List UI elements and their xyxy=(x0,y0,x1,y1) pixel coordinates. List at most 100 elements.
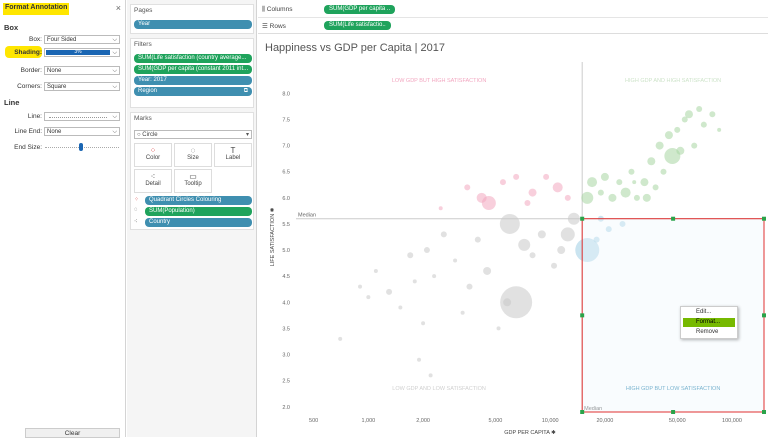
tooltip-button[interactable]: ▭ Tooltip xyxy=(174,169,212,193)
data-point[interactable] xyxy=(700,121,707,128)
box-dropdown[interactable]: Four Sided ⌵ xyxy=(44,35,120,44)
data-point[interactable] xyxy=(664,131,673,140)
marks-pill-size[interactable]: SUM(Population) xyxy=(145,207,252,216)
data-point[interactable] xyxy=(453,258,458,263)
end-size-slider-handle[interactable] xyxy=(79,143,83,151)
data-point[interactable] xyxy=(428,373,433,378)
marks-pill-detail[interactable]: Country xyxy=(145,218,252,227)
size-button[interactable]: ◌ Size xyxy=(174,143,212,167)
data-point[interactable] xyxy=(567,212,580,225)
data-point[interactable] xyxy=(600,172,609,181)
data-point[interactable] xyxy=(438,206,443,211)
data-point[interactable] xyxy=(513,173,520,180)
data-point[interactable] xyxy=(684,110,693,119)
filter-pill[interactable]: Region ⧉ xyxy=(134,87,252,96)
border-dropdown[interactable]: None ⌵ xyxy=(44,66,120,75)
data-point[interactable] xyxy=(633,194,640,201)
data-point[interactable] xyxy=(581,191,594,204)
data-point[interactable] xyxy=(421,321,426,326)
data-point[interactable] xyxy=(499,213,520,234)
data-point[interactable] xyxy=(608,193,617,202)
data-point[interactable] xyxy=(696,106,703,113)
data-point[interactable] xyxy=(440,231,447,238)
filter-pill[interactable]: SUM(Life satisfaction (country average..… xyxy=(134,54,252,63)
data-point[interactable] xyxy=(575,238,600,263)
data-point[interactable] xyxy=(529,252,536,259)
remove-menu-item[interactable]: Remove xyxy=(696,329,719,335)
data-point[interactable] xyxy=(483,266,492,275)
annotation-resize-handle[interactable] xyxy=(762,216,766,221)
detail-button[interactable]: ⁖ Detail xyxy=(134,169,172,193)
data-point[interactable] xyxy=(518,238,531,251)
data-point[interactable] xyxy=(593,236,600,243)
rows-pill[interactable]: SUM(Life satisfactio.. xyxy=(324,21,391,30)
data-point[interactable] xyxy=(464,184,471,191)
annotation-resize-handle[interactable] xyxy=(580,410,585,414)
data-point[interactable] xyxy=(664,148,681,165)
data-point[interactable] xyxy=(373,268,378,273)
mark-type-dropdown[interactable]: ○ Circle ▾ xyxy=(134,130,252,139)
data-point[interactable] xyxy=(597,189,604,196)
data-point[interactable] xyxy=(366,295,371,300)
corners-dropdown[interactable]: Square ⌵ xyxy=(44,82,120,91)
data-point[interactable] xyxy=(552,182,563,193)
data-point[interactable] xyxy=(407,252,414,259)
close-icon[interactable]: × xyxy=(115,3,121,13)
shading-dropdown[interactable]: 3% ⌵ xyxy=(44,48,120,57)
format-menu-item[interactable]: Format... xyxy=(683,318,735,327)
data-point[interactable] xyxy=(358,284,363,289)
data-point[interactable] xyxy=(432,274,437,279)
data-point[interactable] xyxy=(528,188,537,197)
data-point[interactable] xyxy=(481,196,496,211)
pages-pill-year[interactable]: Year xyxy=(134,20,252,29)
data-point[interactable] xyxy=(717,127,722,132)
annotation-resize-handle[interactable] xyxy=(671,410,676,414)
data-point[interactable] xyxy=(640,178,649,187)
data-point[interactable] xyxy=(652,184,659,191)
data-point[interactable] xyxy=(616,179,623,186)
data-point[interactable] xyxy=(499,179,506,186)
data-point[interactable] xyxy=(674,126,681,133)
data-point[interactable] xyxy=(620,187,631,198)
data-point[interactable] xyxy=(681,116,688,123)
data-point[interactable] xyxy=(537,230,546,239)
data-point[interactable] xyxy=(417,357,422,362)
data-point[interactable] xyxy=(338,336,343,341)
data-point[interactable] xyxy=(628,168,635,175)
line-end-dropdown[interactable]: None ⌵ xyxy=(44,127,120,136)
annotation-resize-handle[interactable] xyxy=(762,313,766,318)
data-point[interactable] xyxy=(647,157,656,166)
data-point[interactable] xyxy=(474,236,481,243)
data-point[interactable] xyxy=(412,279,417,284)
edit-menu-item[interactable]: Edit... xyxy=(696,309,712,315)
data-point[interactable] xyxy=(564,194,571,201)
data-point[interactable] xyxy=(655,141,664,150)
data-point[interactable] xyxy=(587,177,598,188)
filter-pill[interactable]: SUM(GDP per capita (constant 2011 int... xyxy=(134,65,252,74)
data-point[interactable] xyxy=(460,310,465,315)
annotation-resize-handle[interactable] xyxy=(671,216,676,221)
columns-pill[interactable]: SUM(GDP per capita .. xyxy=(324,5,396,14)
annotation-resize-handle[interactable] xyxy=(762,410,766,414)
data-point[interactable] xyxy=(543,173,550,180)
annotation-resize-handle[interactable] xyxy=(580,216,585,221)
color-button[interactable]: ⁘ Color xyxy=(134,143,172,167)
line-dropdown[interactable]: ⌵ xyxy=(44,112,120,121)
data-point[interactable] xyxy=(691,142,698,149)
data-point[interactable] xyxy=(642,193,651,202)
data-point[interactable] xyxy=(466,283,473,290)
data-point[interactable] xyxy=(398,305,403,310)
data-point[interactable] xyxy=(560,227,575,242)
annotation-resize-handle[interactable] xyxy=(580,313,585,318)
data-point[interactable] xyxy=(551,262,558,269)
data-point[interactable] xyxy=(557,246,566,255)
data-point[interactable] xyxy=(709,111,716,118)
filter-pill[interactable]: Year: 2017 xyxy=(134,76,252,85)
data-point[interactable] xyxy=(423,247,430,254)
data-point[interactable] xyxy=(500,286,533,319)
label-button[interactable]: T Label xyxy=(214,143,252,167)
data-point[interactable] xyxy=(605,226,612,233)
data-point[interactable] xyxy=(496,326,501,331)
data-point[interactable] xyxy=(660,168,667,175)
data-point[interactable] xyxy=(619,220,626,227)
